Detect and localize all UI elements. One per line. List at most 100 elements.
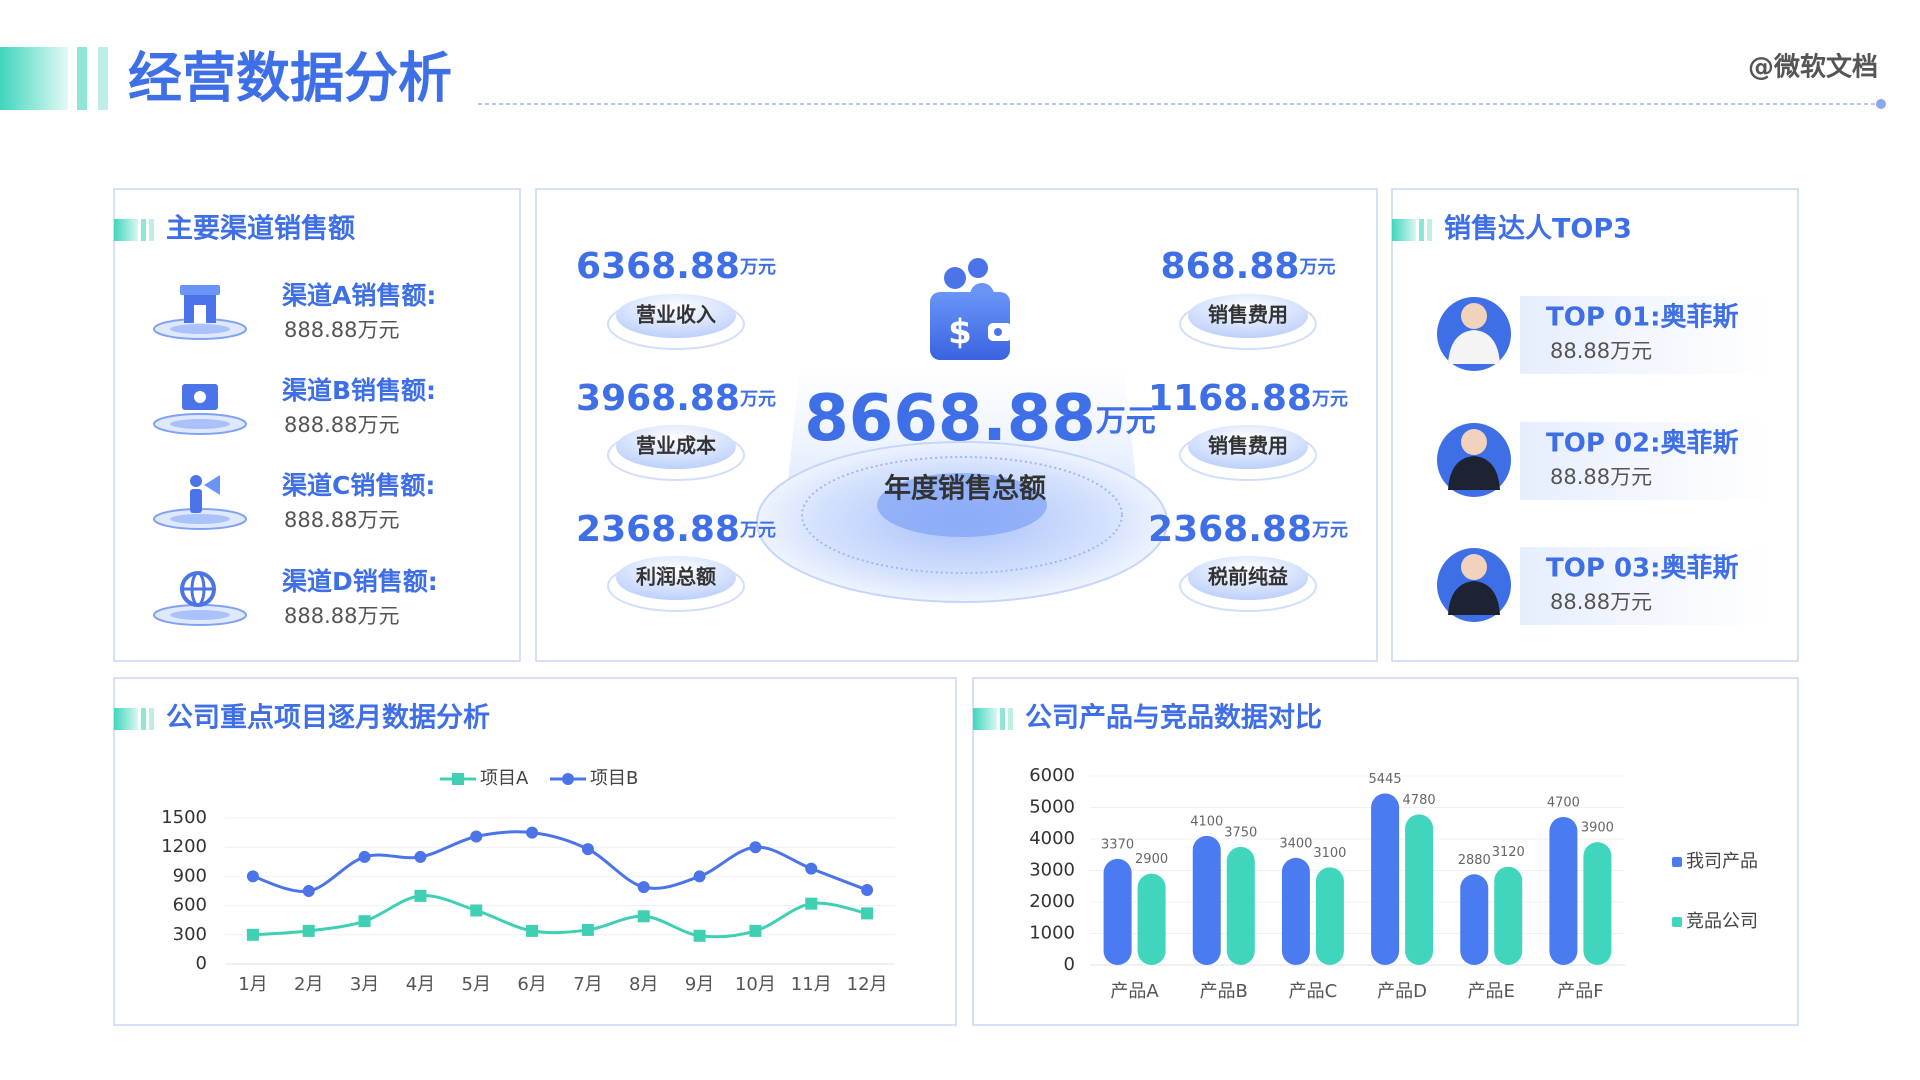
metric-value: 8668.88万元 (804, 382, 1156, 456)
legend-marker (562, 773, 574, 785)
store-icon (194, 305, 206, 323)
y-tick-label: 0 (196, 953, 207, 974)
metric-label: 销售费用 (1208, 434, 1288, 458)
pill (616, 425, 736, 469)
panel-title: 销售达人TOP3 (1444, 213, 1632, 245)
bar-value-label: 4100 (1190, 814, 1223, 829)
pill (616, 556, 736, 600)
pill (1188, 294, 1308, 338)
avatar-body (1448, 456, 1500, 490)
point (470, 904, 483, 917)
metric-number: 1168.88 (1148, 378, 1312, 419)
metric-label: 营业成本 (636, 434, 716, 458)
x-tick-label: 2月 (294, 974, 323, 995)
point (526, 826, 539, 839)
y-tick-label: 1200 (161, 836, 207, 857)
metric-number: 8668.88 (804, 382, 1096, 456)
bar (1226, 846, 1255, 965)
person-icon (190, 489, 202, 513)
point (414, 889, 427, 902)
person-icon (190, 475, 202, 487)
point (470, 830, 483, 843)
legend-label: 我司产品 (1686, 851, 1758, 872)
bar (1192, 835, 1221, 965)
y-tick-label: 600 (173, 895, 207, 916)
platform-ring (801, 456, 1123, 574)
megaphone-icon (204, 475, 220, 495)
bar-value-label: 4700 (1547, 795, 1580, 810)
metric-unit: 万元 (739, 520, 776, 541)
x-tick-label: 1月 (238, 974, 267, 995)
x-tick-label: 产品C (1289, 981, 1338, 1002)
bar (1460, 874, 1489, 965)
channel-value: 888.88万元 (284, 413, 399, 437)
point (805, 862, 818, 875)
total-label: 年度销售总额 (884, 473, 1046, 505)
x-tick-label: 产品F (1557, 981, 1603, 1002)
y-tick-label: 900 (173, 865, 207, 886)
x-tick-label: 8月 (629, 974, 658, 995)
y-tick-label: 1500 (161, 807, 207, 828)
metric-value: 6368.88万元 (576, 246, 776, 287)
legend-label: 项目B (590, 768, 638, 789)
bar (1137, 873, 1166, 965)
top-name: TOP 01:奥菲斯 (1546, 302, 1739, 333)
metric-number: 6368.88 (576, 246, 740, 287)
metric-label: 税前纯益 (1208, 565, 1288, 589)
metric-unit: 万元 (739, 257, 776, 278)
store-icon (180, 285, 220, 295)
x-tick-label: 4月 (406, 974, 435, 995)
bar-value-label: 3120 (1492, 845, 1525, 860)
metric-value: 3968.88万元 (576, 378, 776, 419)
brand: @微软文档 (1748, 52, 1878, 83)
top-value: 88.88万元 (1550, 590, 1652, 614)
point (358, 915, 371, 928)
bar-value-label: 3750 (1224, 825, 1257, 840)
metric-value: 1168.88万元 (1148, 378, 1348, 419)
channel-value: 888.88万元 (284, 318, 399, 342)
metric-unit: 万元 (1096, 404, 1156, 439)
metric-unit: 万元 (1311, 389, 1348, 410)
x-tick-label: 5月 (462, 974, 491, 995)
bar-value-label: 3100 (1313, 846, 1346, 861)
channel-label: 渠道D销售额: (282, 567, 438, 596)
y-tick-label: 3000 (1029, 860, 1075, 881)
metric-value: 2368.88万元 (1148, 509, 1348, 550)
bar-value-label: 5445 (1369, 772, 1402, 787)
bar-value-label: 3370 (1101, 837, 1134, 852)
bar-value-label: 3900 (1581, 821, 1614, 836)
bar (1371, 793, 1400, 965)
x-tick-label: 12月 (847, 974, 888, 995)
metric-unit: 万元 (1298, 257, 1335, 278)
metric-number: 3968.88 (576, 378, 740, 419)
icon-base (170, 324, 230, 334)
legend-label: 竞品公司 (1686, 911, 1758, 932)
channel-label: 渠道A销售额: (282, 281, 436, 310)
point (861, 907, 874, 920)
point (581, 843, 594, 856)
bar (1494, 866, 1523, 965)
point (246, 928, 259, 941)
icon-base (170, 514, 230, 524)
point (246, 870, 259, 883)
top-value: 88.88万元 (1550, 465, 1652, 489)
avatar-head (1461, 429, 1487, 455)
pill (616, 294, 736, 338)
x-tick-label: 产品A (1110, 981, 1159, 1002)
top-value: 88.88万元 (1550, 339, 1652, 363)
metric-label: 营业收入 (636, 303, 716, 327)
x-tick-label: 产品B (1200, 981, 1248, 1002)
point (302, 924, 315, 937)
x-tick-label: 3月 (350, 974, 379, 995)
bar-value-label: 2900 (1135, 852, 1168, 867)
bar-value-label: 3400 (1279, 836, 1312, 851)
bar (1281, 857, 1310, 965)
metric-value: 2368.88万元 (576, 509, 776, 550)
y-tick-label: 6000 (1029, 765, 1075, 786)
metric-value: 868.88万元 (1161, 246, 1336, 287)
icon-base (170, 610, 230, 620)
legend-marker (1672, 917, 1682, 927)
channel-label: 渠道B销售额: (282, 376, 436, 405)
top-name: TOP 02:奥菲斯 (1546, 428, 1739, 459)
channel-value: 888.88万元 (284, 508, 399, 532)
